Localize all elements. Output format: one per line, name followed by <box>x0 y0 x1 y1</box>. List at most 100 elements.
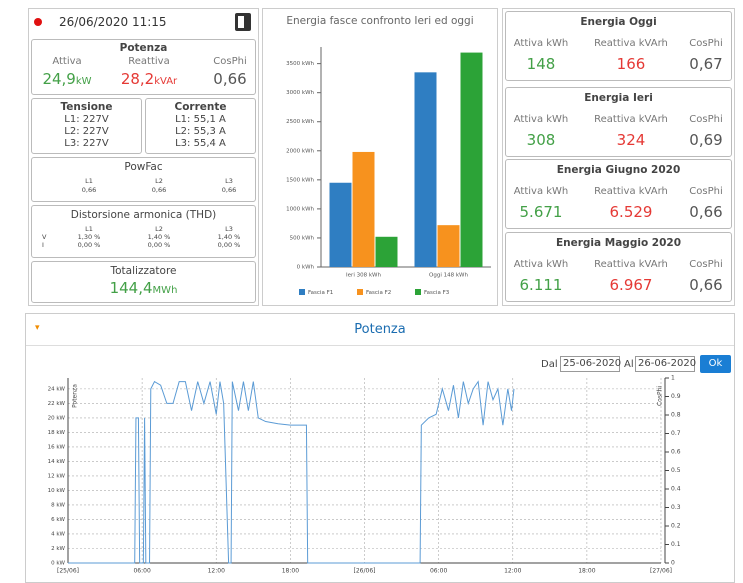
phase-label: L3 <box>225 177 233 185</box>
x-tick-label: 12:00 <box>208 568 225 575</box>
box-title: Potenza <box>119 42 168 54</box>
y2-tick-label: 0.5 <box>671 467 681 474</box>
x-tick-label: [25/06] <box>57 568 79 575</box>
y-tick-label: 4 kW <box>51 531 65 537</box>
metric-value: 0,66 <box>689 276 723 294</box>
energy-panel: Energia Oggi Attiva kWh 148 Reattiva kVArh 1… <box>502 8 735 306</box>
y2-tick-label: 0 <box>671 560 675 567</box>
total-value: 144,4MWh <box>32 279 255 297</box>
energy-card: Energia Giugno 2020 Attiva kWh 5.671 Reatti… <box>505 159 732 229</box>
box-title: Corrente <box>174 101 227 113</box>
excel-export[interactable] <box>235 13 251 31</box>
metric-label: Reattiva kVArh <box>594 38 668 49</box>
y-tick-label: 3500 kWh <box>286 61 314 67</box>
metric-value: 0,69 <box>689 131 723 149</box>
card-title: Energia Ieri <box>584 92 653 104</box>
legend-label: Fascia F1 <box>308 290 333 296</box>
thd-box: Distorsione armonica (THD) L1 L2 L3 V 1,30 % 1… <box>31 205 256 258</box>
box-title: Tensione <box>60 101 113 113</box>
metric-value: 6.529 <box>609 203 653 221</box>
metric-label: CosPhi <box>213 56 247 67</box>
potenza-box: Potenza Attiva 24,9kW Reattiva 28,2kVAr CosPh… <box>31 39 256 95</box>
line-value: L3: 227V <box>64 138 109 149</box>
x-tick-label: 06:00 <box>133 568 150 575</box>
y2-tick-label: 0.2 <box>671 523 681 530</box>
x-tick-label: 18:00 <box>282 568 299 575</box>
bar <box>414 72 437 268</box>
line-value: L3: 55,4 A <box>175 138 226 149</box>
powfac-box: PowFac L1 0,66 L2 0,66 L3 0,66 <box>31 157 256 202</box>
metric-label: Attiva kWh <box>513 114 569 125</box>
bar <box>437 225 460 267</box>
metric-value: 166 <box>616 55 646 73</box>
line-value: L1: 55,1 A <box>175 114 226 125</box>
x-tick-label: Oggi 148 kWh <box>429 273 468 279</box>
value: 28,2 <box>120 70 155 88</box>
energy-card: Energia Oggi Attiva kWh 148 Reattiva kVArh 1… <box>505 11 732 81</box>
metric-label: Reattiva <box>128 56 170 67</box>
legend-label: Fascia F3 <box>424 290 450 296</box>
unit: kVAr <box>154 76 178 87</box>
divider <box>26 345 734 346</box>
energy-bands-panel: Energia fasce confronto Ieri ed oggi 0 kW… <box>262 8 498 306</box>
legend-swatch <box>357 289 363 295</box>
bar <box>329 182 352 267</box>
energy-card: Energia Maggio 2020 Attiva kWh 6.111 Reatti… <box>505 232 732 302</box>
y2-axis-title: CosPhi <box>657 386 664 406</box>
box-title: Totalizzatore <box>110 265 177 277</box>
x-tick-label: 18:00 <box>578 568 595 575</box>
chart-title: Energia fasce confronto Ieri ed oggi <box>286 15 473 27</box>
total-unit: MWh <box>152 285 178 296</box>
phase-label: L1 <box>85 225 93 233</box>
totalizzatore-box: Totalizzatore 144,4MWh <box>31 261 256 303</box>
live-dot <box>34 18 42 26</box>
bar <box>352 151 375 267</box>
box-title: Distorsione armonica (THD) <box>70 209 217 221</box>
phase-label: L2 <box>155 177 163 185</box>
metric-value: 5.671 <box>519 203 563 221</box>
y-tick-label: 12 kW <box>48 473 66 479</box>
datetime: 26/06/2020 11:15 <box>59 15 167 29</box>
card-title: Energia Maggio 2020 <box>555 237 682 249</box>
from-label: Dal <box>541 359 558 370</box>
bar <box>460 52 483 267</box>
metric-label: Attiva <box>52 56 82 67</box>
to-date[interactable]: 26-06-2020 <box>635 356 696 372</box>
from-date[interactable]: 25-06-2020 <box>560 356 621 372</box>
energy-card: Energia Ieri Attiva kWh 308 Reattiva kVArh 3… <box>505 87 732 157</box>
ok-button[interactable]: Ok <box>700 355 731 373</box>
total-value: 144,4 <box>109 279 153 297</box>
metric-label: Attiva kWh <box>513 38 569 49</box>
y2-tick-label: 1 <box>671 375 675 382</box>
y-tick-label: 8 kW <box>51 502 65 508</box>
y-tick-label: 16 kW <box>48 444 66 450</box>
y-tick-label: 500 kWh <box>290 235 315 241</box>
y-tick-label: 0 kWh <box>297 265 315 271</box>
y-tick-label: 1000 kWh <box>286 206 314 212</box>
metric-value: 0,66 <box>689 203 723 221</box>
phase-label: L2 <box>155 225 163 233</box>
y-tick-label: 22 kW <box>48 401 66 407</box>
y-tick-label: 2500 kWh <box>286 119 314 125</box>
metric-label: Attiva kWh <box>513 259 569 270</box>
y-tick-label: 3000 kWh <box>286 90 314 96</box>
metric-value: 308 <box>526 131 556 149</box>
value: 0,66 <box>213 70 247 88</box>
metric-label: Reattiva kVArh <box>594 186 668 197</box>
y-tick-label: 2000 kWh <box>286 148 314 154</box>
x-tick-label: 06:00 <box>430 568 447 575</box>
collapse-caret[interactable]: ▾ <box>35 323 40 333</box>
y2-tick-label: 0.6 <box>671 449 681 456</box>
bar-chart: Energia fasce confronto Ieri ed oggi 0 kW… <box>286 15 491 296</box>
trend-panel: ▾ Potenza Dal 25-06-2020 Al 26-06-2020 O… <box>25 313 735 583</box>
thd-value: 0,00 % <box>217 241 241 249</box>
x-tick-label: Ieri 308 kWh <box>346 273 381 279</box>
thd-value: 1,40 % <box>217 233 241 241</box>
y-tick-label: 2 kW <box>51 546 65 552</box>
phase-value: 0,66 <box>221 186 237 194</box>
metric-label: Attiva kWh <box>513 186 569 197</box>
x-tick-label: 12:00 <box>504 568 521 575</box>
metric-label: CosPhi <box>689 186 723 197</box>
x-tick-label: [27/06] <box>650 568 672 575</box>
